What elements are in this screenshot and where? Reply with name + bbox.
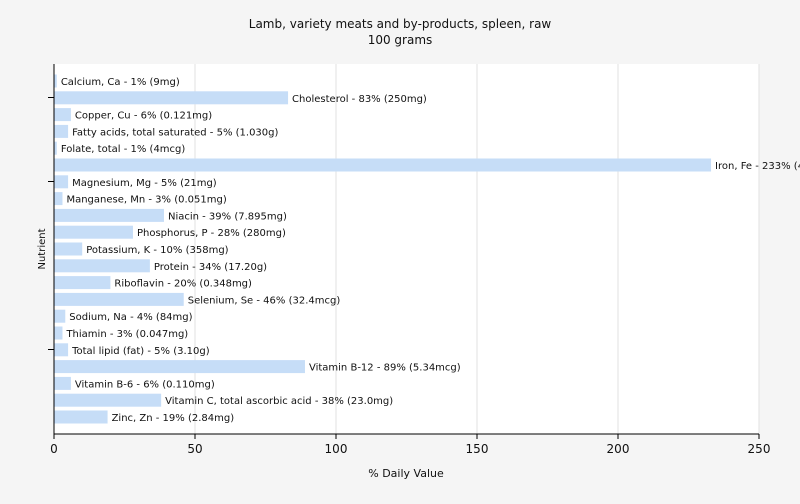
x-tick-labels: 0 50 100 150 200 250: [50, 442, 770, 456]
bar: [54, 376, 71, 390]
bar: [54, 192, 63, 206]
bar: [54, 91, 289, 105]
axes: [48, 64, 760, 439]
bar-label: Protein - 34% (17.20g): [154, 262, 267, 273]
chart-title: Lamb, variety meats and by-products, spl…: [249, 17, 552, 31]
x-tick-label: 250: [748, 442, 771, 456]
bar-label: Vitamin B-12 - 89% (5.34mcg): [309, 363, 461, 374]
x-tick-label: 0: [50, 442, 58, 456]
bar-label: Sodium, Na - 4% (84mg): [69, 312, 192, 323]
bar: [54, 175, 69, 189]
bar: [54, 158, 712, 172]
bar: [54, 309, 66, 323]
chart-subtitle: 100 grams: [368, 33, 433, 47]
bar: [54, 393, 162, 407]
bar-label: Copper, Cu - 6% (0.121mg): [75, 111, 212, 122]
x-tick-label: 150: [466, 442, 489, 456]
bar: [54, 410, 108, 424]
bar-label: Thiamin - 3% (0.047mg): [65, 329, 188, 340]
bar: [54, 225, 133, 239]
bar-label: Total lipid (fat) - 5% (3.10g): [71, 346, 210, 357]
y-axis-label: Nutrient: [37, 228, 48, 269]
bar: [54, 124, 69, 138]
bar-label: Vitamin C, total ascorbic acid - 38% (23…: [165, 396, 393, 407]
bar: [54, 292, 184, 306]
bar: [54, 326, 63, 340]
bar-label: Calcium, Ca - 1% (9mg): [61, 77, 180, 88]
bar: [54, 141, 57, 155]
bar-label: Iron, Fe - 233% (41.89mg): [715, 161, 800, 172]
bar-label: Zinc, Zn - 19% (2.84mg): [112, 413, 235, 424]
x-tick-label: 50: [187, 442, 202, 456]
bar-label: Magnesium, Mg - 5% (21mg): [72, 178, 217, 189]
bar: [54, 108, 71, 122]
bar: [54, 208, 164, 222]
bar: [54, 276, 111, 290]
x-tick-label: 200: [607, 442, 630, 456]
bar: [54, 242, 83, 256]
bar: [54, 343, 69, 357]
bar-label: Riboflavin - 20% (0.348mg): [114, 279, 252, 290]
bar: [54, 360, 305, 374]
bar: [54, 259, 150, 273]
bar-label: Selenium, Se - 46% (32.4mcg): [188, 295, 341, 306]
bar-label: Fatty acids, total saturated - 5% (1.030…: [72, 127, 278, 138]
bar-label: Potassium, K - 10% (358mg): [86, 245, 228, 256]
bar-label: Vitamin B-6 - 6% (0.110mg): [75, 379, 215, 390]
x-axis-label: % Daily Value: [368, 467, 444, 480]
bar-label: Niacin - 39% (7.895mg): [168, 211, 287, 222]
bar-label: Manganese, Mn - 3% (0.051mg): [66, 195, 226, 206]
bar-label: Folate, total - 1% (4mcg): [61, 144, 186, 155]
x-tick-label: 100: [325, 442, 348, 456]
bars: [54, 74, 712, 424]
bar: [54, 74, 57, 88]
bar-label: Cholesterol - 83% (250mg): [292, 94, 427, 105]
bar-labels: Calcium, Ca - 1% (9mg) Cholesterol - 83% …: [61, 77, 800, 424]
bar-label: Phosphorus, P - 28% (280mg): [137, 228, 286, 239]
